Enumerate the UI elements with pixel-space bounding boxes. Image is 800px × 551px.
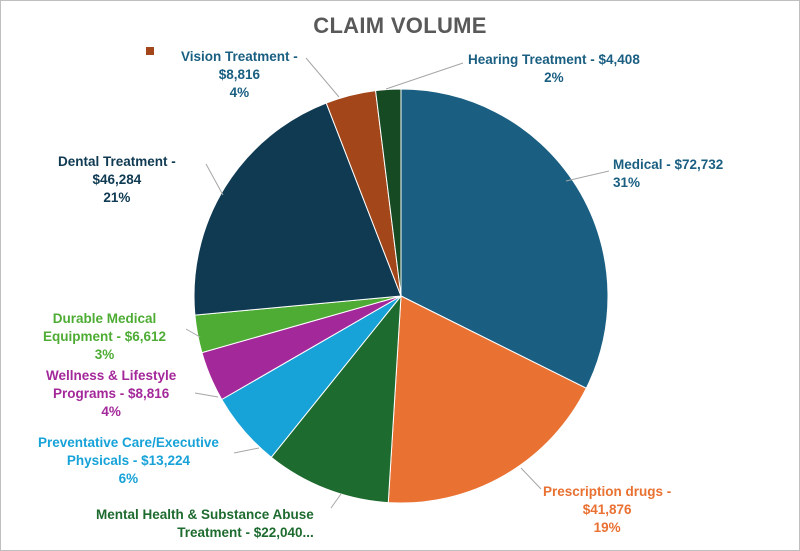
data-label-hearing-treatment: Hearing Treatment - $4,408 2% [468, 51, 640, 87]
data-label-durable-medical-equipment: Durable Medical Equipment - $6,612 3% [43, 310, 166, 364]
data-label-line: Vision Treatment - [181, 49, 298, 64]
data-label-line: Equipment - $6,612 [43, 329, 167, 344]
data-label-line: 4% [101, 404, 121, 419]
leader-line [194, 392, 219, 398]
data-label-line: 31% [613, 175, 641, 190]
data-label-line: $46,284 [92, 172, 142, 187]
data-label-mental-health-substance-abuse-treatment: Mental Health & Substance Abuse Treatment… [96, 506, 314, 542]
leader-line [305, 57, 340, 98]
leader-line [520, 467, 542, 490]
data-label-line: Medical - $72,732 [613, 157, 724, 172]
chart-title: CLAIM VOLUME [313, 13, 487, 38]
pie-slice-hearing-treatment [375, 88, 402, 297]
data-label-line: Dental Treatment - [58, 154, 176, 169]
data-label-line: $41,876 [582, 502, 632, 517]
data-label-line: Hearing Treatment - $4,408 [468, 52, 640, 67]
data-label-dental-treatment: Dental Treatment - $46,284 21% [58, 153, 176, 207]
data-label-line: 3% [94, 347, 115, 362]
leader-line [205, 163, 224, 196]
data-label-line: 19% [593, 520, 621, 535]
leader-line [565, 170, 610, 182]
leader-line [185, 328, 201, 338]
data-label-line: Mental Health & Substance Abuse [96, 507, 314, 522]
data-label-line: Wellness & Lifestyle [46, 368, 177, 383]
pie-slice-prescription-drugs [387, 295, 587, 504]
legend-swatch [146, 47, 154, 55]
data-label-prescription-drugs: Prescription drugs - $41,876 19% [543, 483, 671, 537]
data-label-line: Physicals - $13,224 [66, 453, 190, 468]
pie-slice-dental-treatment [193, 102, 402, 316]
data-label-medical: Medical - $72,732 31% [613, 156, 723, 192]
data-label-line: 21% [103, 190, 131, 205]
data-label-line: 6% [118, 471, 139, 486]
leader-line [330, 493, 342, 509]
data-label-line: Treatment - $22,040... [177, 525, 314, 540]
data-label-line: Preventative Care/Executive [38, 435, 219, 450]
leader-line [385, 62, 464, 90]
leader-line [233, 447, 260, 454]
data-label-wellness-lifestyle-programs: Wellness & Lifestyle Programs - $8,816 4% [46, 367, 176, 421]
pie-slice-mental-health-substance-abuse-treatment [270, 294, 402, 504]
data-label-preventative-care-executive-physicals: Preventative Care/Executive Physicals - $… [38, 434, 219, 488]
data-label-vision-treatment: Vision Treatment - $8,816 4% [181, 48, 298, 102]
data-label-line: Prescription drugs - [543, 484, 672, 499]
data-label-line: $8,816 [218, 67, 261, 82]
pie-slice-medical [400, 88, 609, 389]
data-label-line: Durable Medical [52, 311, 157, 326]
data-label-line: Programs - $8,816 [53, 386, 170, 401]
data-label-line: 2% [544, 70, 564, 85]
data-label-line: 4% [229, 85, 250, 100]
